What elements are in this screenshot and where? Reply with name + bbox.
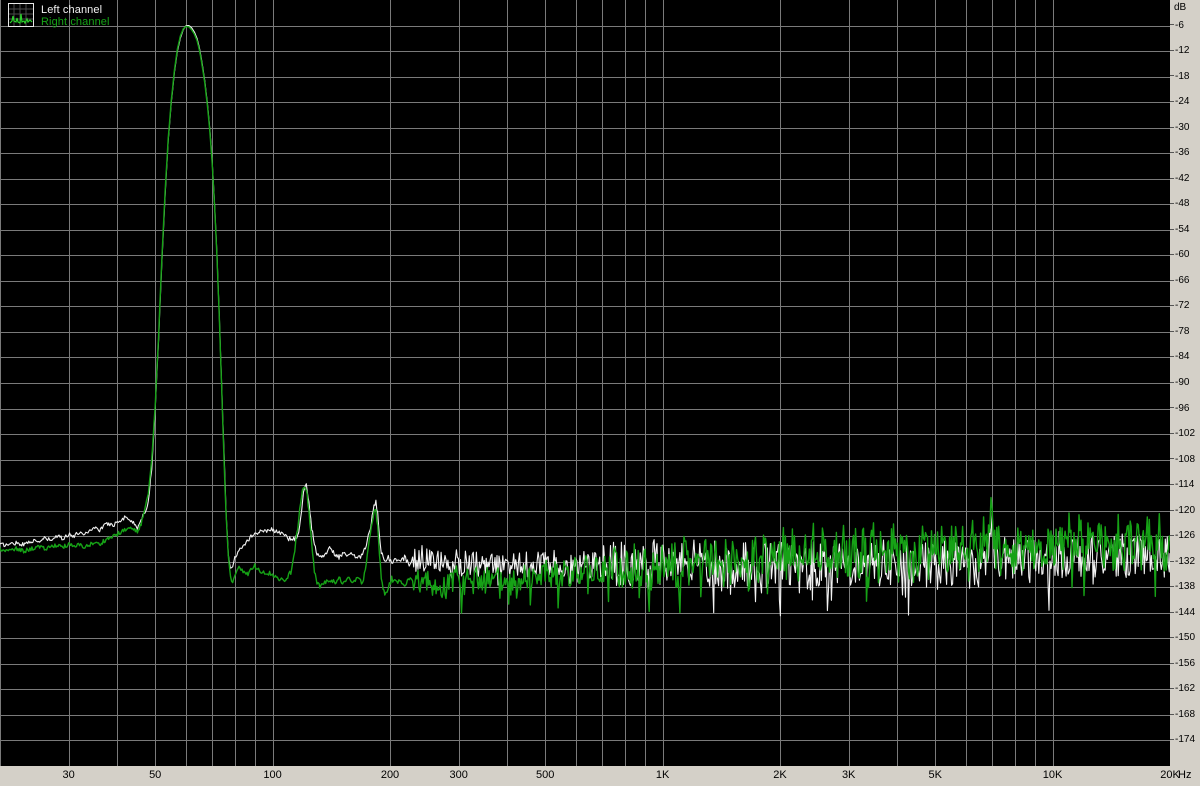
db-tick-label: -150 (1170, 633, 1195, 643)
db-tick-label: -96 (1170, 403, 1189, 414)
plot-grid (0, 0, 1170, 766)
db-tick-label: -108 (1170, 454, 1195, 465)
db-tick-label: -174 (1170, 735, 1195, 745)
db-tick-label: -156 (1170, 658, 1195, 669)
hz-tick-label: 500 (536, 769, 555, 781)
spectrum-plot-area[interactable]: Left channel Right channel (0, 0, 1170, 766)
db-tick-label: -18 (1170, 71, 1189, 82)
legend[interactable]: Left channel Right channel (8, 3, 110, 28)
spectrum-traces (0, 24, 1170, 617)
hz-tick-label: 1K (655, 769, 670, 781)
db-tick-label: -30 (1170, 122, 1189, 133)
db-tick-label: -84 (1170, 352, 1189, 362)
db-tick-label: -42 (1170, 173, 1189, 184)
hz-tick-label: 300 (449, 769, 468, 781)
legend-labels: Left channel Right channel (41, 3, 110, 28)
db-tick-label: -114 (1170, 480, 1194, 490)
db-tick-label: -12 (1170, 46, 1189, 56)
hz-tick-label: 30 (62, 769, 75, 781)
hz-tick-label: 200 (380, 769, 400, 781)
db-tick-label: -6 (1170, 20, 1184, 31)
db-tick-label: -102 (1170, 429, 1195, 439)
legend-item-left-channel: Left channel (41, 4, 103, 16)
db-axis-unit-label: dB (1174, 2, 1187, 13)
db-tick-label: -24 (1170, 97, 1189, 107)
db-tick-label: -162 (1170, 684, 1195, 694)
hz-tick-label: 20K (1160, 769, 1180, 781)
hz-tick-label: 10K (1042, 769, 1063, 781)
hz-tick-label: 100 (263, 769, 282, 781)
db-tick-label: -138 (1170, 582, 1195, 592)
db-tick-label: -60 (1170, 250, 1189, 260)
db-tick-label: -90 (1170, 378, 1189, 388)
hz-tick-label: 5K (928, 769, 942, 781)
hz-tick-label: 50 (149, 769, 162, 781)
hz-axis-unit-label: Hz (1178, 769, 1192, 781)
db-tick-label: -48 (1170, 199, 1189, 209)
db-tick-label: -168 (1170, 709, 1195, 720)
db-tick-label: -120 (1170, 505, 1195, 516)
db-tick-label: -66 (1170, 275, 1189, 286)
db-axis: dB -6 -12 -18 -24 -30 -36 -42 -48 -54 -60 -66 -72 -7… (1170, 0, 1200, 766)
db-tick-label: -132 (1170, 556, 1195, 567)
trace-left-channel (0, 24, 1170, 617)
hz-tick-label: 2K (773, 769, 787, 781)
trace-right-channel (0, 25, 1170, 614)
db-tick-label: -126 (1170, 531, 1195, 541)
db-tick-label: -72 (1170, 301, 1189, 311)
spectrum-thumbnail-icon[interactable] (8, 3, 34, 27)
db-tick-label: -36 (1170, 148, 1189, 158)
legend-item-right-channel: Right channel (41, 16, 110, 28)
hz-tick-label: 3K (841, 769, 856, 781)
db-tick-label: -54 (1170, 224, 1189, 235)
db-tick-label: -78 (1170, 326, 1189, 337)
db-tick-label: -144 (1170, 607, 1195, 618)
hz-axis: Hz 30 50 100 200 300 500 1K 2K 3K 5K 10K 20K (0, 766, 1200, 786)
